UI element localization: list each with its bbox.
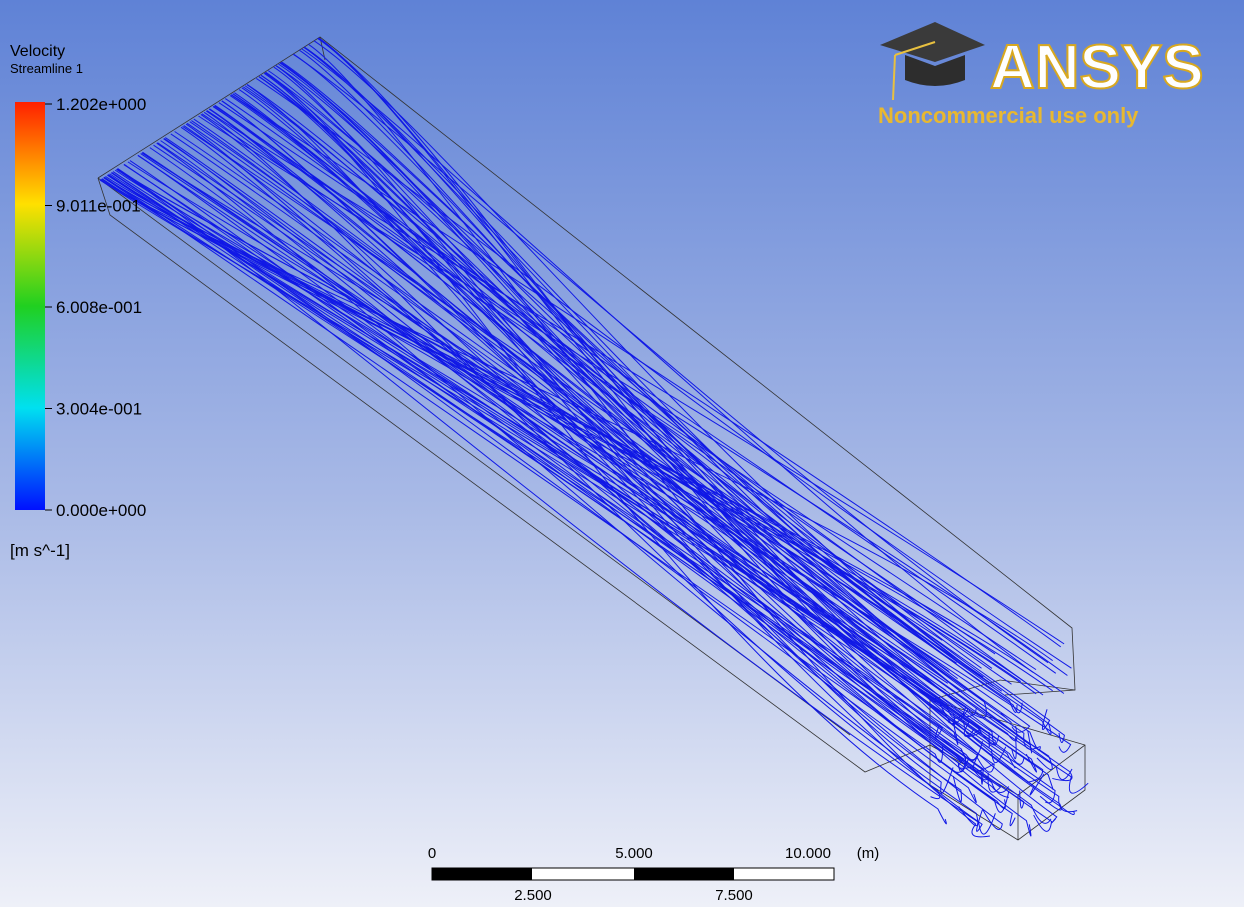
- scale-label: 7.500: [715, 887, 753, 904]
- color-bar-label: 3.004e-001: [56, 400, 142, 419]
- color-bar-label: 9.011e-001: [56, 197, 141, 216]
- scale-label: 0: [428, 845, 436, 862]
- logo-tagline: Noncommercial use only: [878, 103, 1139, 128]
- scale-bar-segment: [634, 868, 734, 880]
- scale-unit: (m): [857, 845, 880, 862]
- legend-subtitle: Streamline 1: [10, 61, 83, 76]
- logo-name: ANSYS: [990, 33, 1204, 102]
- color-bar-label: 1.202e+000: [56, 95, 146, 114]
- scale-bar-segment: [432, 868, 532, 880]
- legend-title: Velocity: [10, 43, 65, 60]
- legend-unit: [m s^-1]: [10, 541, 70, 560]
- color-bar-label: 0.000e+000: [56, 501, 146, 520]
- scale-label: 10.000: [785, 845, 831, 862]
- color-bar: [15, 102, 45, 510]
- color-bar-label: 6.008e-001: [56, 298, 142, 317]
- scale-label: 2.500: [514, 887, 552, 904]
- scale-label: 5.000: [615, 845, 653, 862]
- viewport: Velocity Streamline 1 1.202e+000 9.011e-0…: [0, 0, 1244, 907]
